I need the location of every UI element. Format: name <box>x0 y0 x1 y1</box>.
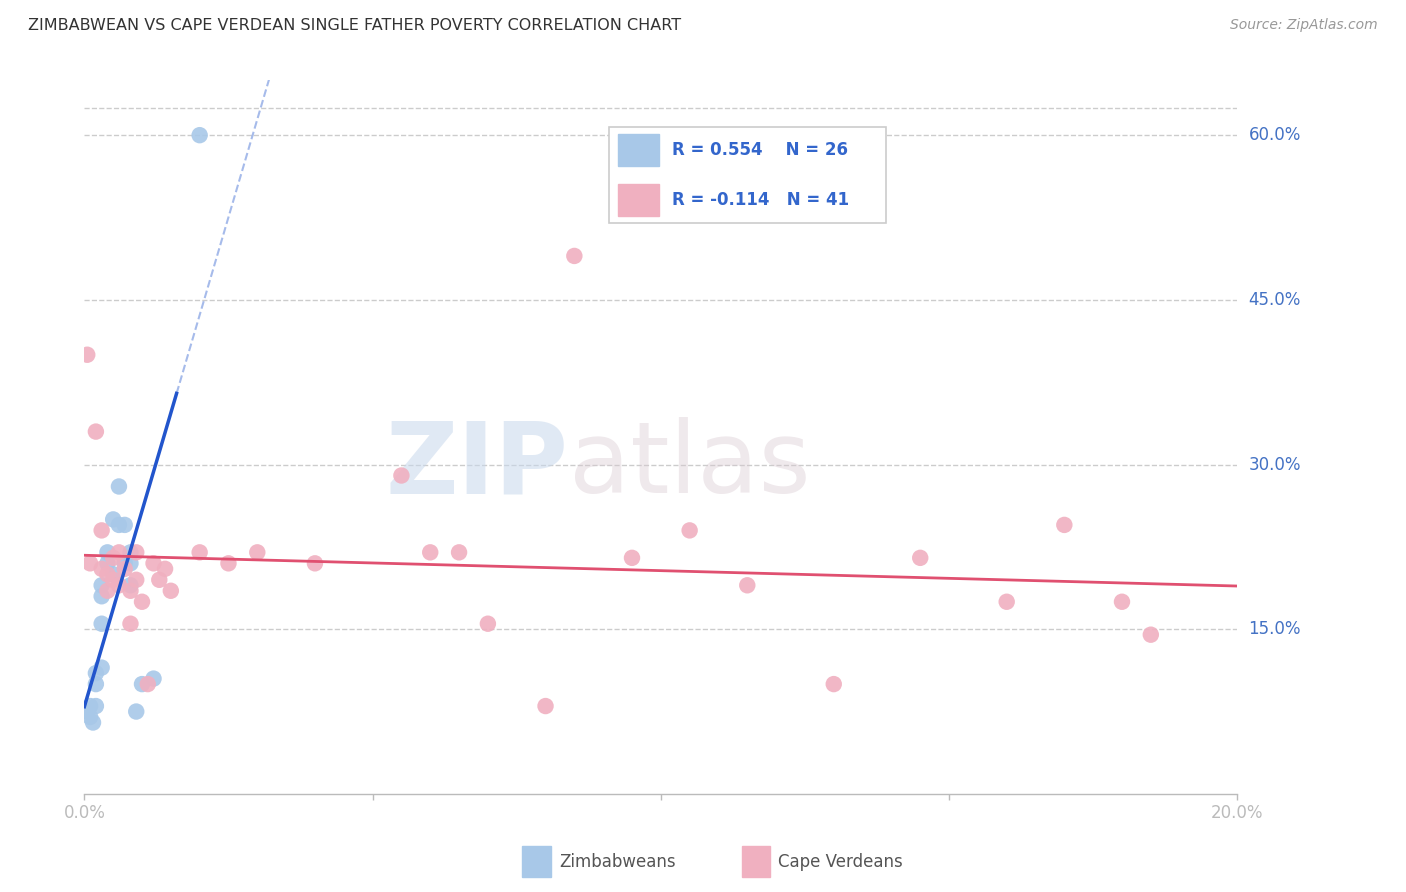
Point <box>120 557 142 571</box>
Bar <box>619 184 658 216</box>
Point <box>96 545 118 559</box>
Point <box>125 545 148 559</box>
Point <box>103 567 124 582</box>
Point <box>90 589 112 603</box>
Point <box>125 573 148 587</box>
Point <box>90 562 112 576</box>
Text: Cape Verdeans: Cape Verdeans <box>779 853 903 871</box>
Point <box>114 517 136 532</box>
Point <box>108 545 131 559</box>
Text: R = -0.114   N = 41: R = -0.114 N = 41 <box>672 191 849 209</box>
Text: 15.0%: 15.0% <box>1249 620 1301 638</box>
Point <box>82 715 104 730</box>
Bar <box>523 846 551 878</box>
Point <box>84 425 107 439</box>
Point <box>114 562 136 576</box>
Bar <box>619 134 658 166</box>
Point <box>534 699 557 714</box>
Point <box>449 545 471 559</box>
Point <box>76 705 98 719</box>
Bar <box>741 846 770 878</box>
Point <box>1140 628 1163 642</box>
Point <box>79 699 101 714</box>
Point <box>120 578 142 592</box>
Point <box>108 517 131 532</box>
Point <box>391 468 413 483</box>
Point <box>103 512 124 526</box>
Point <box>1053 517 1076 532</box>
Point <box>419 545 441 559</box>
Point <box>218 557 240 571</box>
Point <box>564 249 586 263</box>
Point <box>679 524 702 538</box>
Point <box>84 677 107 691</box>
Text: 30.0%: 30.0% <box>1249 456 1301 474</box>
Point <box>90 660 112 674</box>
Point <box>114 557 136 571</box>
Point <box>153 562 176 576</box>
Point <box>108 578 131 592</box>
Text: Source: ZipAtlas.com: Source: ZipAtlas.com <box>1230 18 1378 32</box>
Text: atlas: atlas <box>568 417 810 514</box>
Text: 45.0%: 45.0% <box>1249 291 1301 309</box>
Point <box>148 573 170 587</box>
FancyBboxPatch shape <box>609 127 886 223</box>
Point <box>96 567 118 582</box>
Text: Zimbabweans: Zimbabweans <box>560 853 676 871</box>
Point <box>79 557 101 571</box>
Point <box>84 666 107 681</box>
Text: R = 0.554    N = 26: R = 0.554 N = 26 <box>672 141 848 159</box>
Point <box>995 595 1018 609</box>
Point <box>737 578 759 592</box>
Point <box>120 583 142 598</box>
Point <box>76 348 98 362</box>
Point <box>910 550 932 565</box>
Point <box>120 545 142 559</box>
Point <box>246 545 269 559</box>
Point <box>90 524 112 538</box>
Text: 60.0%: 60.0% <box>1249 126 1301 145</box>
Point <box>90 616 112 631</box>
Point <box>188 128 211 143</box>
Point <box>90 578 112 592</box>
Point <box>188 545 211 559</box>
Point <box>84 699 107 714</box>
Point <box>108 479 131 493</box>
Point <box>120 616 142 631</box>
Point <box>79 710 101 724</box>
Point <box>477 616 499 631</box>
Point <box>96 557 118 571</box>
Point <box>131 677 153 691</box>
Point <box>125 705 148 719</box>
Point <box>103 573 124 587</box>
Point <box>621 550 644 565</box>
Point <box>823 677 845 691</box>
Point <box>96 583 118 598</box>
Point <box>142 672 165 686</box>
Point <box>131 595 153 609</box>
Text: ZIP: ZIP <box>385 417 568 514</box>
Point <box>1111 595 1133 609</box>
Point <box>304 557 326 571</box>
Point <box>142 557 165 571</box>
Text: ZIMBABWEAN VS CAPE VERDEAN SINGLE FATHER POVERTY CORRELATION CHART: ZIMBABWEAN VS CAPE VERDEAN SINGLE FATHER… <box>28 18 682 33</box>
Point <box>103 550 124 565</box>
Point <box>160 583 183 598</box>
Point <box>136 677 159 691</box>
